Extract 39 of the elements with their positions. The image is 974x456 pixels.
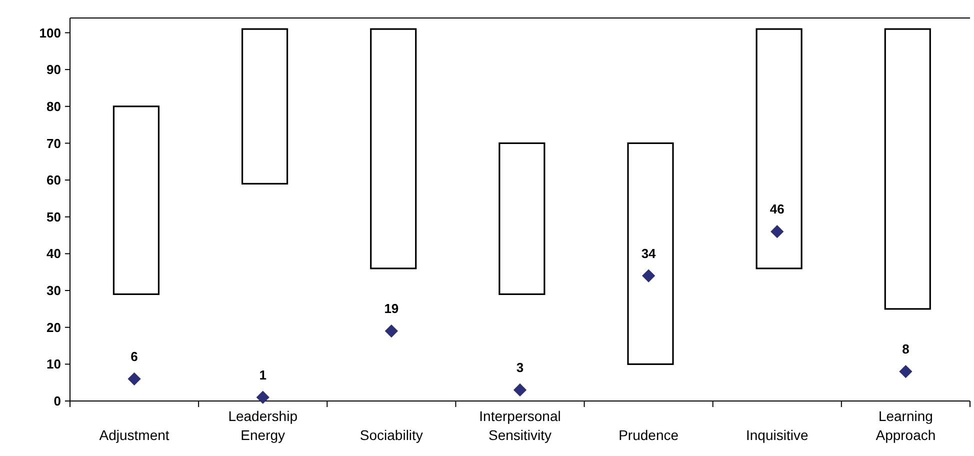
x-tick-label: Interpersonal Sensitivity — [479, 408, 561, 443]
y-tick-label: 0 — [54, 394, 61, 409]
data-label: 1 — [259, 367, 266, 382]
point — [384, 324, 398, 338]
bar — [112, 106, 160, 295]
bar — [241, 28, 288, 185]
data-label: 3 — [516, 360, 524, 375]
y-tick-label: 70 — [46, 136, 61, 151]
y-tick-label: 100 — [39, 25, 61, 40]
x-tick-label: Learning Approach — [876, 408, 936, 443]
data-label: 46 — [770, 202, 784, 217]
bar — [627, 142, 674, 365]
point — [128, 372, 141, 386]
point — [899, 364, 912, 378]
data-label: 19 — [384, 301, 399, 316]
x-tick-label: Adjustment — [99, 427, 170, 443]
bar — [756, 28, 802, 270]
y-tick-label: 40 — [46, 246, 61, 262]
y-tick-label: 50 — [46, 209, 61, 224]
x-tick-label: Sociability — [360, 427, 423, 443]
y-tick-label: 90 — [46, 62, 61, 78]
y-tick-label: 80 — [46, 98, 61, 114]
point — [770, 225, 784, 238]
point — [642, 269, 656, 282]
y-tick-label: 20 — [46, 320, 61, 335]
y-tick-label: 10 — [46, 356, 61, 372]
bar — [498, 142, 546, 295]
data-label: 8 — [902, 342, 910, 357]
point — [256, 390, 270, 404]
x-tick-label: Prudence — [618, 427, 679, 443]
data-label: 34 — [641, 246, 657, 261]
data-label: 6 — [130, 348, 138, 364]
x-tick-label: Inquisitive — [746, 427, 808, 443]
bar — [884, 28, 931, 310]
y-tick-label: 30 — [46, 283, 61, 298]
bar — [370, 28, 417, 270]
y-tick-label: 60 — [46, 172, 61, 188]
point — [513, 383, 527, 397]
x-tick-label: Leadership Energy — [228, 408, 298, 443]
